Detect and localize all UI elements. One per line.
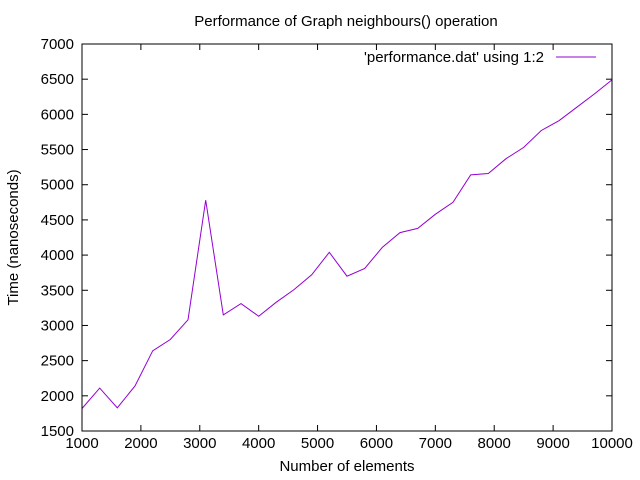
y-tick-label: 7000 bbox=[41, 36, 74, 53]
y-tick-label: 4500 bbox=[41, 212, 74, 229]
y-tick-label: 3000 bbox=[41, 317, 74, 334]
y-tick-label: 5000 bbox=[41, 177, 74, 194]
x-tick-label: 6000 bbox=[360, 435, 393, 452]
y-tick-label: 1500 bbox=[41, 423, 74, 440]
legend-label: 'performance.dat' using 1:2 bbox=[364, 49, 544, 66]
y-tick-label: 3500 bbox=[41, 282, 74, 299]
y-axis-label: Time (nanoseconds) bbox=[5, 169, 22, 305]
chart-title: Performance of Graph neighbours() operat… bbox=[194, 13, 498, 30]
x-tick-label: 10000 bbox=[591, 435, 633, 452]
x-tick-label: 1000 bbox=[65, 435, 98, 452]
x-tick-label: 3000 bbox=[183, 435, 216, 452]
plot-area-frame bbox=[81, 43, 613, 432]
x-axis-label: Number of elements bbox=[279, 458, 414, 475]
y-tick-label: 6500 bbox=[41, 71, 74, 88]
x-tick-label: 9000 bbox=[536, 435, 569, 452]
x-tick-label: 4000 bbox=[242, 435, 275, 452]
series-line bbox=[81, 79, 613, 409]
x-tick-label: 5000 bbox=[301, 435, 334, 452]
y-tick-label: 2000 bbox=[41, 388, 74, 405]
x-tick-label: 2000 bbox=[124, 435, 157, 452]
y-tick-label: 4000 bbox=[41, 247, 74, 264]
x-tick-label: 8000 bbox=[478, 435, 511, 452]
y-tick-label: 5500 bbox=[41, 142, 74, 159]
x-tick-label: 7000 bbox=[419, 435, 452, 452]
y-tick-label: 2500 bbox=[41, 353, 74, 370]
legend: 'performance.dat' using 1:2 bbox=[364, 49, 596, 66]
y-tick-label: 6000 bbox=[41, 106, 74, 123]
